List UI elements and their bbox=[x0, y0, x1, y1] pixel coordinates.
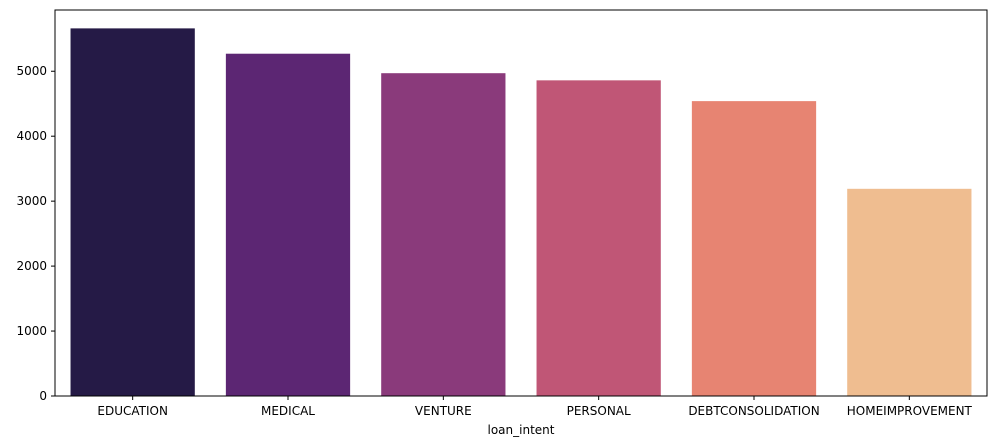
bar-venture bbox=[381, 73, 506, 396]
bar-medical bbox=[225, 53, 351, 396]
x-tick-label: VENTURE bbox=[415, 404, 472, 418]
x-axis: EDUCATION MEDICAL VENTURE PERSONAL DEBTCONSO… bbox=[97, 396, 973, 418]
bar-personal bbox=[536, 80, 661, 396]
y-tick-label: 4000 bbox=[16, 129, 47, 143]
x-axis-title: loan_intent bbox=[488, 423, 555, 437]
x-tick-label: MEDICAL bbox=[261, 404, 315, 418]
y-axis: 0 1000 2000 3000 4000 5000 bbox=[16, 64, 55, 403]
bars-layer bbox=[70, 28, 972, 397]
bar-education bbox=[70, 28, 195, 397]
y-tick-label: 0 bbox=[39, 389, 47, 403]
y-tick-label: 5000 bbox=[16, 64, 47, 78]
x-tick-label: EDUCATION bbox=[97, 404, 168, 418]
plot-frame bbox=[54, 9, 988, 397]
x-tick-label: PERSONAL bbox=[567, 404, 631, 418]
bar-debtconsolidation bbox=[691, 101, 817, 396]
x-tick-label: HOMEIMPROVEMENT bbox=[847, 404, 973, 418]
y-tick-label: 3000 bbox=[16, 194, 47, 208]
x-tick-label: DEBTCONSOLIDATION bbox=[688, 404, 819, 418]
bar-homeimprovement bbox=[847, 188, 972, 396]
y-tick-label: 1000 bbox=[16, 324, 47, 338]
y-tick-label: 2000 bbox=[16, 259, 47, 273]
